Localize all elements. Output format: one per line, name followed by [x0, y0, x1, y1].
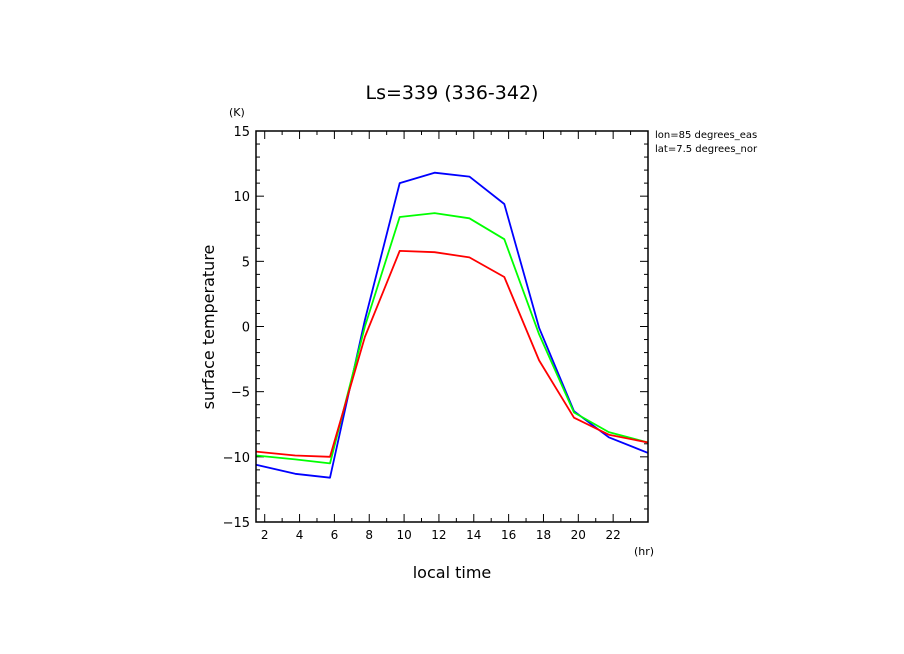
- y-axis-unit: (K): [229, 106, 245, 119]
- x-axis-unit: (hr): [634, 545, 654, 558]
- x-tick-label: 2: [261, 528, 269, 542]
- x-tick-label: 20: [571, 528, 586, 542]
- y-tick-label: −10: [223, 451, 250, 466]
- series-lines: [255, 171, 649, 479]
- y-tick-label: 10: [233, 190, 250, 205]
- x-tick-label: 12: [431, 528, 446, 542]
- series-line-0: [255, 171, 649, 479]
- series-line-2: [255, 249, 649, 458]
- chart-title: Ls=339 (336-342): [366, 82, 539, 104]
- x-tick-label: 10: [396, 528, 411, 542]
- location-annotation-lat: lat=7.5 degrees_nor: [655, 144, 758, 155]
- x-tick-label: 6: [331, 528, 339, 542]
- y-tick-label: −5: [231, 386, 250, 401]
- x-axis-label: local time: [413, 563, 492, 582]
- x-tick-label: 18: [536, 528, 551, 542]
- plot-frame: [255, 130, 649, 523]
- x-tick-label: 4: [296, 528, 304, 542]
- axis-ticks: [256, 130, 649, 523]
- series-line-1: [255, 212, 649, 465]
- y-axis-label: surface temperature: [199, 245, 218, 410]
- y-tick-label: −15: [223, 516, 250, 531]
- axis-tick-labels: 2 4 6 8 10 12 14 16 18 20 22 −15 −10 −5 0 5 10 15: [223, 125, 621, 542]
- x-tick-label: 22: [606, 528, 621, 542]
- x-tick-label: 14: [466, 528, 481, 542]
- y-tick-label: 15: [233, 125, 250, 140]
- x-tick-label: 8: [365, 528, 373, 542]
- y-tick-label: 5: [242, 255, 250, 270]
- location-annotation-lon: lon=85 degrees_eas: [655, 130, 757, 141]
- x-tick-label: 16: [501, 528, 516, 542]
- y-tick-label: 0: [242, 321, 250, 336]
